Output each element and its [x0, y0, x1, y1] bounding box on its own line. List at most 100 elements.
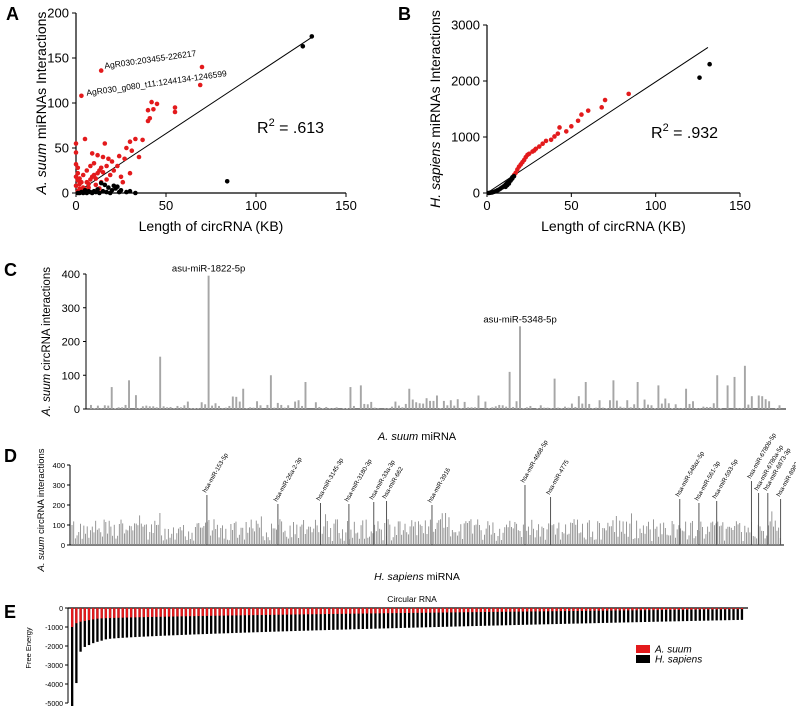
h-sapiens-bar	[306, 608, 310, 631]
h-sapiens-bar	[382, 608, 386, 629]
bar	[564, 406, 566, 409]
a-suum-bar	[340, 608, 343, 614]
y-tick-label: 150	[47, 51, 69, 66]
bar	[370, 401, 373, 409]
h-sapiens-bar	[509, 608, 512, 626]
bar	[629, 407, 632, 409]
h-sapiens-bar	[357, 608, 360, 630]
h-sapiens-bar	[728, 608, 731, 621]
bar	[664, 398, 667, 409]
x-tick-label: 100	[245, 198, 267, 213]
a-suum-bar	[441, 608, 445, 613]
a-suum-bar	[349, 608, 352, 614]
bar	[678, 407, 681, 409]
a-suum-bar	[382, 608, 386, 614]
a-suum-bar	[681, 608, 685, 610]
a-suum-bar	[547, 608, 550, 612]
bar	[640, 408, 643, 409]
a-suum-bar	[302, 608, 306, 615]
bar	[235, 396, 238, 409]
black-data-point	[127, 188, 133, 194]
panel-d-bar-chart: 0 100 200 300 400 hsa-miR-153-5p hsa-miR-26a-2…	[36, 432, 796, 583]
a-suum-bar	[231, 608, 234, 616]
black-data-point	[116, 189, 122, 195]
a-suum-bar	[525, 608, 529, 612]
a-suum-bar	[677, 608, 680, 610]
h-sapiens-bar	[555, 608, 558, 625]
y-tick-label: 300	[52, 481, 65, 490]
h-sapiens-bar	[627, 608, 630, 623]
a-suum-bar	[281, 608, 284, 615]
r-squared-superscript: 2	[663, 122, 669, 134]
y-tick-label: 100	[47, 96, 69, 111]
a-suum-bar	[344, 608, 348, 614]
bar	[183, 405, 186, 409]
bar	[211, 405, 214, 409]
red-data-point	[116, 153, 122, 159]
bar	[152, 406, 155, 409]
bar	[626, 400, 629, 409]
a-suum-bar	[205, 608, 209, 616]
y-tick-label: 2000	[451, 74, 480, 89]
bar	[269, 375, 272, 409]
a-suum-bar	[597, 608, 600, 611]
a-suum-bar	[732, 608, 735, 610]
h-sapiens-bar	[618, 608, 621, 623]
h-sapiens-bar	[386, 608, 390, 629]
bar	[166, 407, 169, 409]
bar	[615, 400, 618, 409]
h-sapiens-bar	[551, 608, 554, 625]
h-sapiens-bar	[496, 608, 499, 626]
a-suum-bar	[622, 608, 626, 611]
panel-a-scatter: 0 50 100 150 0 50 100 150 200 Length of circRNA (…	[33, 6, 357, 235]
bar	[287, 405, 290, 409]
bar	[173, 407, 175, 409]
h-sapiens-bar	[226, 608, 230, 634]
bar	[335, 407, 338, 409]
a-suum-bar	[711, 608, 714, 610]
h-sapiens-bar	[155, 608, 158, 637]
a-suum-bar	[538, 608, 541, 612]
black-data-point	[697, 75, 702, 80]
red-data-point	[80, 172, 86, 178]
a-suum-bar	[694, 608, 697, 610]
red-data-point	[98, 68, 104, 73]
h-sapiens-bar	[614, 608, 617, 623]
bar	[162, 406, 165, 409]
y-tick-label: 200	[47, 6, 69, 21]
legend-swatch	[636, 655, 650, 663]
y-tick-label: 50	[55, 141, 69, 156]
a-suum-bar	[479, 608, 482, 613]
h-sapiens-bar	[378, 608, 381, 629]
bar	[425, 398, 428, 409]
red-data-point	[84, 168, 90, 173]
a-suum-bar	[374, 608, 377, 614]
red-data-point	[86, 185, 91, 190]
x-tick-label: 150	[729, 198, 751, 213]
red-data-point	[548, 137, 554, 143]
a-suum-bar	[277, 608, 280, 615]
red-data-point	[98, 165, 104, 171]
x-axis-label-rest: miRNA	[418, 431, 457, 443]
a-suum-bar	[399, 608, 402, 614]
r-squared-value: = .932	[669, 125, 718, 142]
x-tick-label: 0	[483, 198, 490, 213]
h-sapiens-bar	[252, 608, 255, 633]
a-suum-bar	[408, 608, 411, 613]
a-suum-bar	[167, 608, 171, 617]
h-sapiens-bar	[669, 608, 672, 622]
bar	[442, 400, 445, 409]
a-suum-bar	[100, 608, 103, 619]
h-sapiens-bar	[547, 608, 550, 625]
y-tick-label: -1000	[45, 625, 63, 632]
h-sapiens-bar	[673, 608, 676, 622]
bar	[546, 407, 549, 409]
h-sapiens-bar	[437, 608, 440, 627]
h-sapiens-bar	[125, 608, 129, 638]
bar	[304, 382, 307, 409]
y-axis-label: Free Energy	[24, 627, 33, 669]
bar	[218, 405, 220, 409]
h-sapiens-bar	[210, 608, 213, 634]
a-suum-bar	[87, 608, 91, 621]
a-suum-bar	[370, 608, 373, 614]
